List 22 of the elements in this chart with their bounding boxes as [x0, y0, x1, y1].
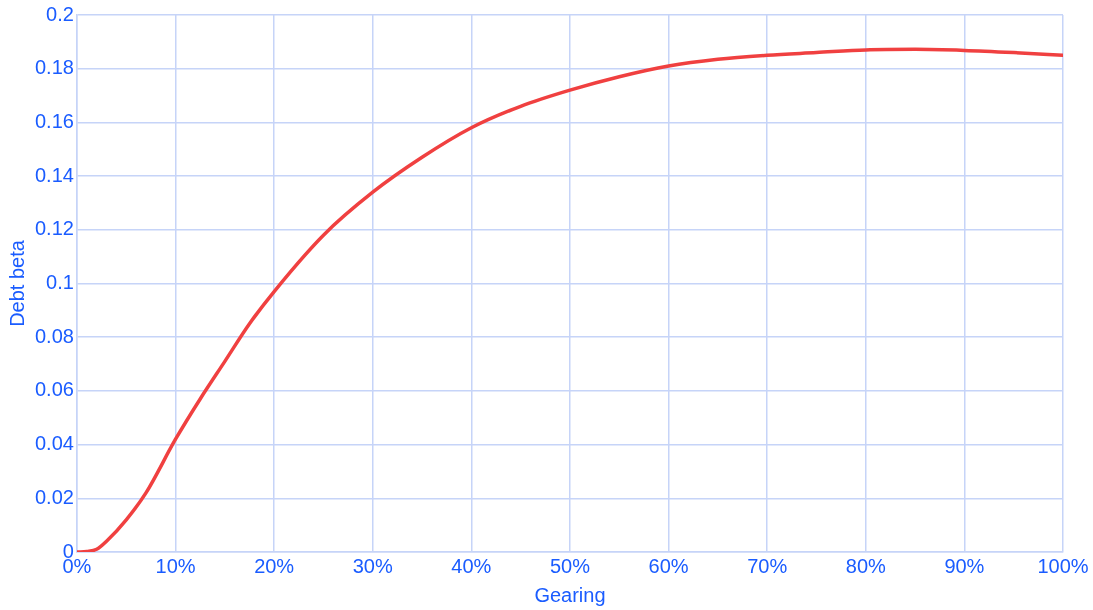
x-tick-label: 30%: [352, 554, 393, 577]
x-tick-label: 90%: [944, 554, 985, 577]
y-tick-label: 0.16: [34, 109, 74, 132]
y-tick-label: 0.02: [34, 485, 74, 508]
x-tick-label: 50%: [549, 554, 591, 577]
y-tick-label: 0.04: [34, 432, 74, 455]
x-tick-label: 20%: [254, 554, 295, 577]
x-tick-label: 40%: [451, 554, 492, 577]
x-tick-label: 100%: [1037, 554, 1089, 577]
y-tick-label: 0.18: [34, 56, 74, 79]
y-axis-title: Debt beta: [5, 239, 28, 327]
y-tick-label: 0.14: [34, 163, 74, 186]
y-tick-label: 0.1: [46, 271, 74, 294]
y-tick-label: 0.06: [34, 378, 74, 401]
y-tick-label: 0.12: [34, 217, 74, 240]
x-tick-label: 10%: [155, 554, 196, 577]
x-tick-label: 80%: [845, 554, 887, 577]
x-axis-title: Gearing: [534, 583, 606, 606]
x-tick-label: 60%: [648, 554, 689, 577]
y-tick-label: 0.2: [46, 2, 74, 25]
y-tick-label: 0.08: [34, 324, 74, 347]
x-tick-label: 70%: [747, 554, 788, 577]
